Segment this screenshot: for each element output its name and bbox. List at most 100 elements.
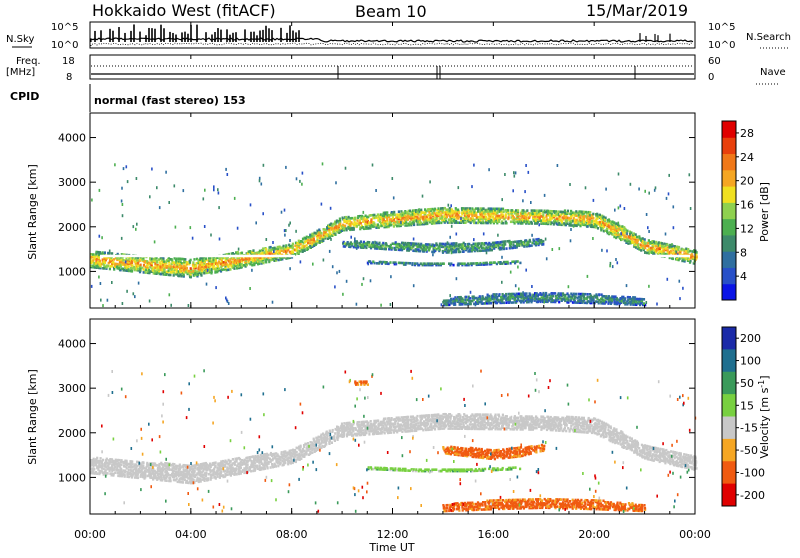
- range-cell: [128, 466, 130, 469]
- range-cell: [169, 274, 171, 277]
- noise-cell: [667, 278, 669, 281]
- range-cell: [354, 217, 356, 220]
- noise-cell: [149, 300, 151, 303]
- nsearch-trace: [91, 43, 693, 46]
- noise-right-tick-bottom: 10^0: [708, 40, 735, 51]
- freq-tick-top: 18: [62, 56, 75, 67]
- range-cell: [380, 213, 382, 216]
- noise-cell: [302, 172, 304, 175]
- noise-cell: [412, 213, 414, 216]
- range-cell: [120, 463, 122, 466]
- noise-cell: [497, 234, 499, 237]
- range-cell: [624, 297, 626, 300]
- noise-cell: [449, 294, 451, 297]
- noise-left-tick-top: 10^5: [51, 22, 78, 33]
- range-cell: [318, 229, 320, 232]
- noise-cell: [646, 213, 648, 216]
- noise-cell: [250, 203, 252, 206]
- range-cell: [386, 261, 388, 264]
- range-cell: [390, 224, 392, 227]
- noise-cell: [114, 163, 116, 166]
- range-cell: [96, 258, 98, 261]
- range-cell: [320, 232, 322, 235]
- range-cell: [221, 269, 223, 272]
- range-cell: [406, 211, 408, 214]
- range-cell: [329, 233, 331, 236]
- range-cell: [457, 221, 459, 224]
- range-cell: [161, 479, 163, 482]
- range-cell: [606, 228, 608, 231]
- noise-cell: [668, 192, 670, 195]
- range-cell: [192, 477, 194, 480]
- range-cell: [502, 222, 504, 225]
- noise-cell: [501, 281, 503, 284]
- range-cell: [100, 457, 102, 460]
- range-cell: [220, 470, 222, 473]
- range-cell: [442, 250, 444, 253]
- range-cell: [142, 461, 144, 464]
- noise-cell: [289, 239, 291, 242]
- range-cell: [317, 447, 319, 450]
- range-cell: [360, 243, 362, 246]
- noise-cell: [217, 188, 219, 191]
- range-cell: [430, 217, 432, 220]
- noise-cell: [174, 184, 176, 187]
- range-cell: [382, 242, 384, 245]
- range-cell: [182, 481, 184, 484]
- noise-cell: [390, 275, 392, 278]
- noise-cell: [238, 248, 240, 251]
- range-cell: [459, 262, 461, 265]
- range-cell: [313, 438, 315, 441]
- noise-cell: [165, 171, 167, 174]
- noise-cell: [289, 267, 291, 270]
- range-cell: [600, 301, 602, 304]
- range-cell: [505, 247, 507, 250]
- noise-cell: [429, 180, 431, 183]
- range-cell: [107, 472, 109, 475]
- noise-cell: [123, 167, 125, 170]
- noise-cell: [211, 268, 213, 271]
- range-cell: [636, 236, 638, 239]
- noise-cell: [361, 283, 363, 286]
- range-cell: [647, 245, 649, 248]
- range-cell: [188, 270, 190, 273]
- noise-cell: [626, 232, 628, 235]
- range-cell: [536, 292, 538, 295]
- range-cell: [192, 270, 194, 273]
- range-cell: [514, 241, 516, 244]
- range-cell: [678, 246, 680, 249]
- range-cell: [111, 252, 113, 255]
- range-cell: [122, 259, 124, 262]
- noise-cell: [418, 208, 420, 211]
- range-cell: [504, 240, 506, 243]
- range-cell: [490, 302, 492, 305]
- range-cell: [222, 261, 224, 264]
- range-cell: [296, 447, 298, 450]
- noise-cell: [668, 174, 670, 177]
- colorbar-segment: [722, 251, 736, 268]
- range-cell: [288, 460, 290, 463]
- noise-cell: [350, 236, 352, 239]
- noise-cell: [266, 238, 268, 241]
- range-cell: [691, 253, 693, 256]
- range-cell: [176, 477, 178, 480]
- range-cell: [277, 246, 279, 249]
- range-cell: [456, 213, 458, 216]
- nave-tick-bottom: 0: [708, 72, 714, 83]
- noise-cell: [133, 225, 135, 228]
- range-cell: [515, 209, 517, 212]
- range-cell: [400, 213, 402, 216]
- range-cell: [118, 257, 120, 260]
- range-cell: [137, 268, 139, 271]
- range-cell: [560, 211, 562, 214]
- range-cell: [522, 209, 524, 212]
- noise-cell: [301, 183, 303, 186]
- range-cell: [429, 262, 431, 265]
- range-cell: [193, 258, 195, 261]
- colorbar-tick-label: 4: [740, 270, 747, 283]
- range-cell: [350, 221, 352, 224]
- range-cell: [270, 249, 272, 252]
- noise-cell: [558, 213, 560, 216]
- range-cell: [568, 217, 570, 220]
- noise-cell: [284, 209, 286, 212]
